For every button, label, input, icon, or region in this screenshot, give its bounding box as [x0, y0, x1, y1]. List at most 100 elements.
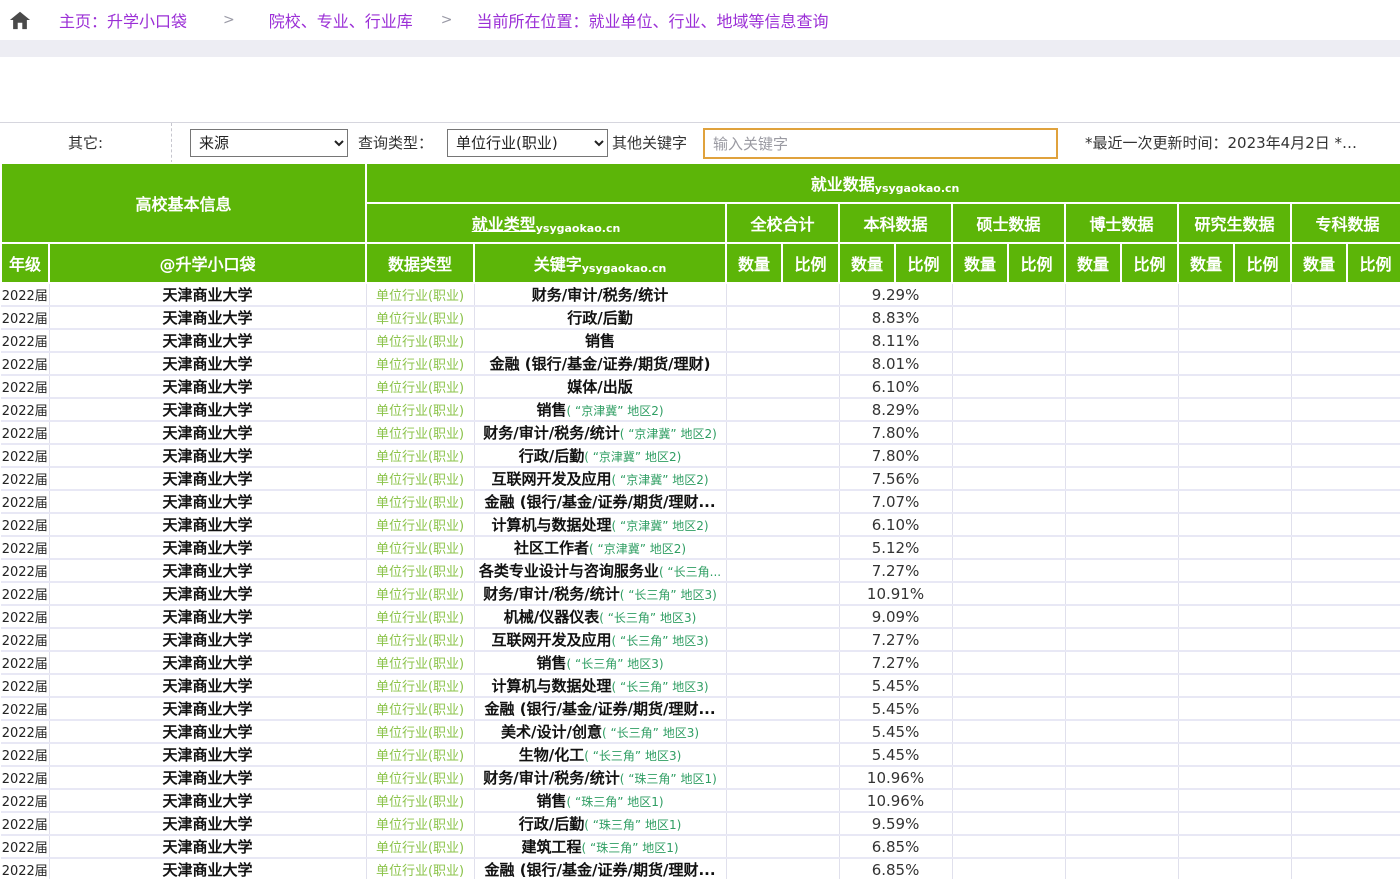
row-postgrad-cell [1178, 444, 1292, 468]
row-keyword: 媒体/出版 [474, 375, 727, 399]
query-type-select[interactable]: 单位行业(职业) [447, 129, 608, 157]
row-total-cell [726, 766, 840, 790]
header-basic-info: 高校基本信息 [0, 162, 368, 244]
row-school: 天津商业大学 [49, 858, 367, 879]
row-vocational-cell [1291, 536, 1400, 560]
row-total-cell [726, 559, 840, 583]
header-employment-data: 就业数据ysygaokao.cn [365, 162, 1400, 204]
filter-bar: 其它: 来源 查询类型： 单位行业(职业) 其他关键字 *最近一次更新时间：20… [0, 122, 1400, 163]
row-keyword: 美术/设计/创意( “长三角” 地区3) [474, 720, 727, 744]
row-total-cell [726, 513, 840, 537]
table-row: 2022届 天津商业大学 单位行业(职业) 互联网开发及应用( “京津冀” 地区… [1, 467, 1400, 491]
row-vocational-cell [1291, 674, 1400, 698]
breadcrumb-home[interactable]: 主页：升学小口袋 [59, 12, 188, 31]
row-total-cell [726, 674, 840, 698]
row-grade: 2022届 [1, 743, 50, 767]
row-data-type: 单位行业(职业) [366, 306, 475, 330]
row-keyword: 销售( “珠三角” 地区1) [474, 789, 727, 813]
row-master-cell [952, 858, 1066, 879]
header-keyword: 关键字ysygaokao.cn [473, 242, 728, 284]
row-master-cell [952, 329, 1066, 353]
other-label: 其它: [0, 123, 172, 163]
row-vocational-cell [1291, 559, 1400, 583]
table-row: 2022届 天津商业大学 单位行业(职业) 行政/后勤( “珠三角” 地区1) … [1, 812, 1400, 836]
home-icon[interactable] [9, 9, 31, 31]
row-doctor-cell [1065, 766, 1179, 790]
breadcrumb-library[interactable]: 院校、专业、行业库 [268, 12, 413, 31]
breadcrumb-separator: > [440, 12, 453, 28]
source-select[interactable]: 来源 [190, 129, 348, 157]
row-master-cell [952, 283, 1066, 307]
row-master-cell [952, 559, 1066, 583]
row-doctor-cell [1065, 329, 1179, 353]
row-grade: 2022届 [1, 789, 50, 813]
row-master-cell [952, 582, 1066, 606]
row-school: 天津商业大学 [49, 375, 367, 399]
row-keyword: 金融 (银行/基金/证券/期货/理财... [474, 490, 727, 514]
table-row: 2022届 天津商业大学 单位行业(职业) 销售 8.11% [1, 329, 1400, 353]
row-vocational-cell [1291, 513, 1400, 537]
row-school: 天津商业大学 [49, 651, 367, 675]
row-vocational-cell [1291, 651, 1400, 675]
row-postgrad-cell [1178, 789, 1292, 813]
table-row: 2022届 天津商业大学 单位行业(职业) 财务/审计/税务/统计( “珠三角”… [1, 766, 1400, 790]
row-doctor-cell [1065, 421, 1179, 445]
header-ratio: 比例 [1120, 242, 1180, 284]
row-doctor-cell [1065, 306, 1179, 330]
row-keyword: 金融 (银行/基金/证券/期货/理财... [474, 858, 727, 879]
row-total-cell [726, 858, 840, 879]
row-value: 7.80% [839, 421, 953, 445]
row-doctor-cell [1065, 490, 1179, 514]
table-row: 2022届 天津商业大学 单位行业(职业) 销售( “京津冀” 地区2) 8.2… [1, 398, 1400, 422]
row-master-cell [952, 490, 1066, 514]
row-value: 6.85% [839, 835, 953, 859]
row-keyword: 行政/后勤( “京津冀” 地区2) [474, 444, 727, 468]
row-vocational-cell [1291, 605, 1400, 629]
row-value: 7.56% [839, 467, 953, 491]
row-postgrad-cell [1178, 329, 1292, 353]
row-doctor-cell [1065, 467, 1179, 491]
row-postgrad-cell [1178, 421, 1292, 445]
header-ratio: 比例 [1007, 242, 1067, 284]
row-grade: 2022届 [1, 628, 50, 652]
row-master-cell [952, 835, 1066, 859]
keyword-input[interactable] [703, 128, 1058, 159]
table-row: 2022届 天津商业大学 单位行业(职业) 金融 (银行/基金/证券/期货/理财… [1, 490, 1400, 514]
row-master-cell [952, 536, 1066, 560]
row-data-type: 单位行业(职业) [366, 605, 475, 629]
header-ratio: 比例 [781, 242, 841, 284]
row-keyword: 互联网开发及应用( “长三角” 地区3) [474, 628, 727, 652]
row-postgrad-cell [1178, 559, 1292, 583]
table-row: 2022届 天津商业大学 单位行业(职业) 美术/设计/创意( “长三角” 地区… [1, 720, 1400, 744]
row-vocational-cell [1291, 283, 1400, 307]
row-school: 天津商业大学 [49, 536, 367, 560]
row-total-cell [726, 720, 840, 744]
header-data-type: 数据类型 [365, 242, 476, 284]
row-value: 8.01% [839, 352, 953, 376]
table-row: 2022届 天津商业大学 单位行业(职业) 媒体/出版 6.10% [1, 375, 1400, 399]
table-body: 2022届 天津商业大学 单位行业(职业) 财务/审计/税务/统计 9.29% … [1, 283, 1400, 879]
row-keyword: 计算机与数据处理( “京津冀” 地区2) [474, 513, 727, 537]
row-school: 天津商业大学 [49, 283, 367, 307]
row-value: 5.12% [839, 536, 953, 560]
breadcrumb-separator: > [223, 12, 235, 28]
row-postgrad-cell [1178, 812, 1292, 836]
row-grade: 2022届 [1, 674, 50, 698]
row-doctor-cell [1065, 835, 1179, 859]
table-row: 2022届 天津商业大学 单位行业(职业) 社区工作者( “京津冀” 地区2) … [1, 536, 1400, 560]
row-postgrad-cell [1178, 697, 1292, 721]
row-school: 天津商业大学 [49, 720, 367, 744]
row-doctor-cell [1065, 697, 1179, 721]
row-master-cell [952, 789, 1066, 813]
query-type-label: 查询类型： [358, 134, 434, 152]
row-vocational-cell [1291, 835, 1400, 859]
row-school: 天津商业大学 [49, 513, 367, 537]
row-value: 8.11% [839, 329, 953, 353]
row-school: 天津商业大学 [49, 329, 367, 353]
row-master-cell [952, 444, 1066, 468]
header-employment-type: 就业类型ysygaokao.cn [365, 202, 728, 244]
row-keyword: 计算机与数据处理( “长三角” 地区3) [474, 674, 727, 698]
header-qty: 数量 [838, 242, 897, 284]
row-master-cell [952, 651, 1066, 675]
row-data-type: 单位行业(职业) [366, 398, 475, 422]
